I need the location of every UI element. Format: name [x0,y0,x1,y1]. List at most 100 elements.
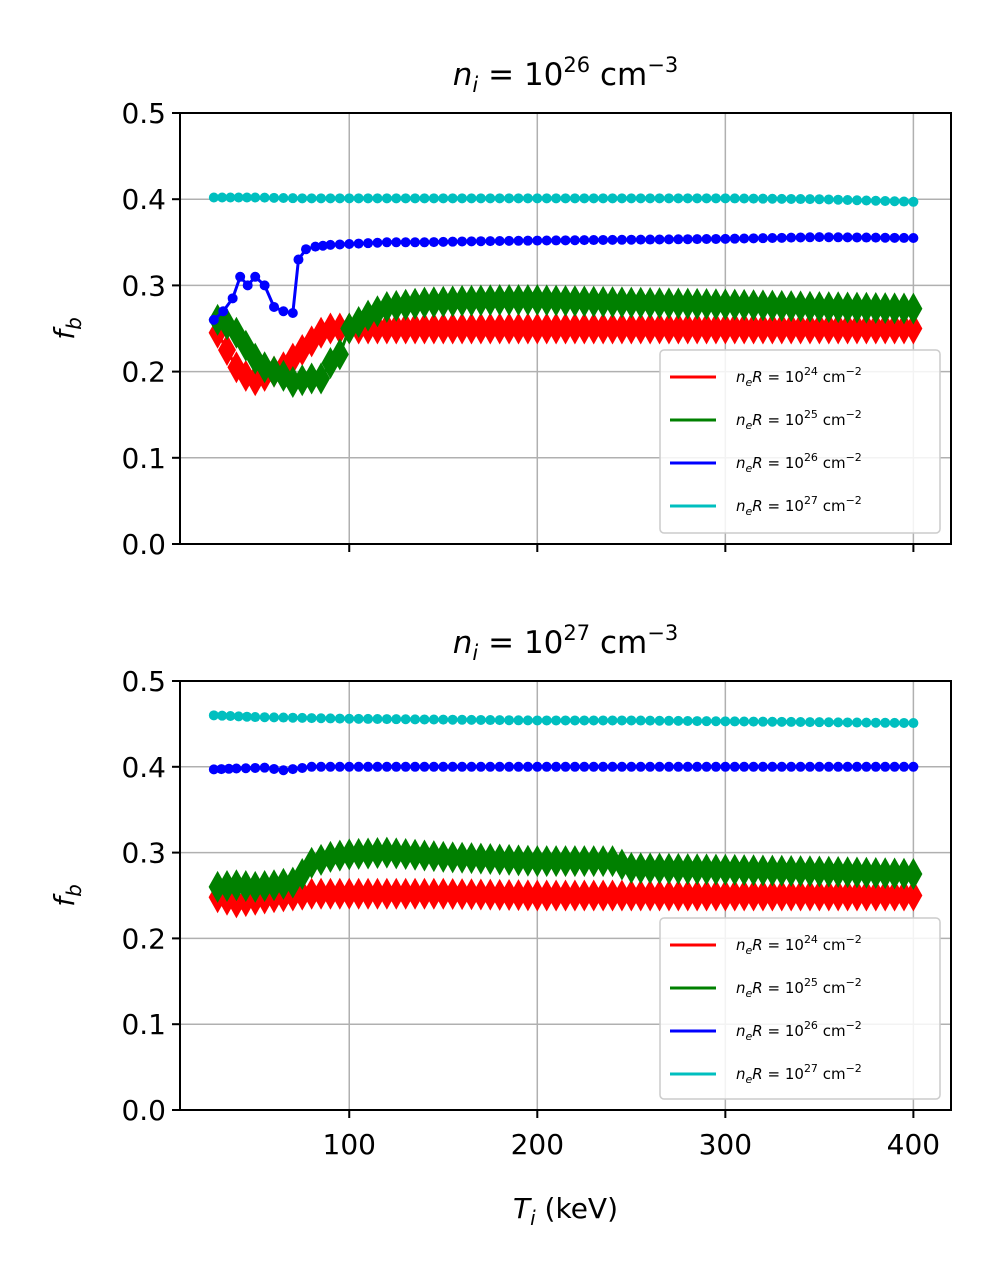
data-point [434,877,453,910]
data-point [250,712,261,723]
data-point [838,312,857,345]
data-point [410,761,421,772]
data-point [485,761,496,772]
data-point [528,284,547,317]
data-point [522,193,533,204]
data-point [641,286,660,319]
data-point [866,857,885,890]
data-point [278,192,289,203]
data-point [218,306,229,317]
data-point [481,284,500,317]
data-point [616,234,627,245]
data-point [330,877,349,910]
data-point [208,764,219,775]
data-point [300,244,311,255]
data-point [782,879,801,912]
data-point [688,312,707,345]
data-point [584,845,603,878]
data-point [588,193,599,204]
data-point [312,877,331,910]
data-point [372,237,383,248]
data-point [650,852,669,885]
data-point [645,715,656,726]
data-point [823,232,834,243]
data-point [616,193,627,204]
data-point [551,193,562,204]
data-point [579,193,590,204]
data-point [377,836,396,869]
data-point [885,857,904,890]
data-point [500,843,519,876]
data-point [804,717,815,728]
data-point [598,193,609,204]
data-point [250,762,261,773]
data-point [650,287,669,320]
data-point [833,232,844,243]
data-point [889,232,900,243]
data-point [471,284,490,317]
data-point [706,288,725,321]
data-point [641,852,660,885]
data-point [513,715,524,726]
data-point [377,312,396,345]
data-point [396,312,415,345]
data-point [518,844,537,877]
data-point [810,290,829,323]
data-point [782,854,801,887]
data-point [908,761,919,772]
data-point [847,312,866,345]
data-point [669,879,688,912]
data-point [579,715,590,726]
data-point [682,761,693,772]
data-point [786,193,797,204]
data-point [678,312,697,345]
data-point [626,193,637,204]
data-point [701,234,712,245]
panel-1: 0.0 0.1 0.2 0.3 0.4 0.5 ni = 1026 cm−3 fb neR = … [48,53,952,561]
data-point [654,193,665,204]
data-point [650,879,669,912]
data-point [569,715,580,726]
y-tick-label: 0.3 [121,269,166,302]
data-point [532,193,543,204]
data-point [481,843,500,876]
data-point [757,193,768,204]
data-point [866,291,885,324]
data-point [804,761,815,772]
data-point [791,312,810,345]
data-point [767,716,778,727]
data-point [607,234,618,245]
data-point [457,193,468,204]
data-point [904,292,923,325]
data-point [876,312,895,345]
data-point [866,312,885,345]
data-point [353,193,364,204]
data-point [541,235,552,246]
legend-label: neR = 1025 cm−2 [736,976,862,1000]
data-point [904,312,923,345]
chart-title: ni = 1027 cm−3 [453,621,678,665]
data-point [381,761,392,772]
data-point [400,193,411,204]
data-point [363,713,374,724]
data-point [438,761,449,772]
data-point [415,286,434,319]
data-point [710,716,721,727]
data-point [522,761,533,772]
data-point [842,232,853,243]
data-point [710,761,721,772]
axes-frame [179,680,952,1111]
data-point [359,837,378,870]
data-point [396,838,415,871]
data-point [428,761,439,772]
data-point [682,234,693,245]
data-point [391,714,402,725]
data-point [772,879,791,912]
data-point [842,194,853,205]
data-point [462,284,481,317]
data-point [692,761,703,772]
data-point [475,193,486,204]
data-point [819,291,838,324]
data-point [701,761,712,772]
data-point [569,761,580,772]
